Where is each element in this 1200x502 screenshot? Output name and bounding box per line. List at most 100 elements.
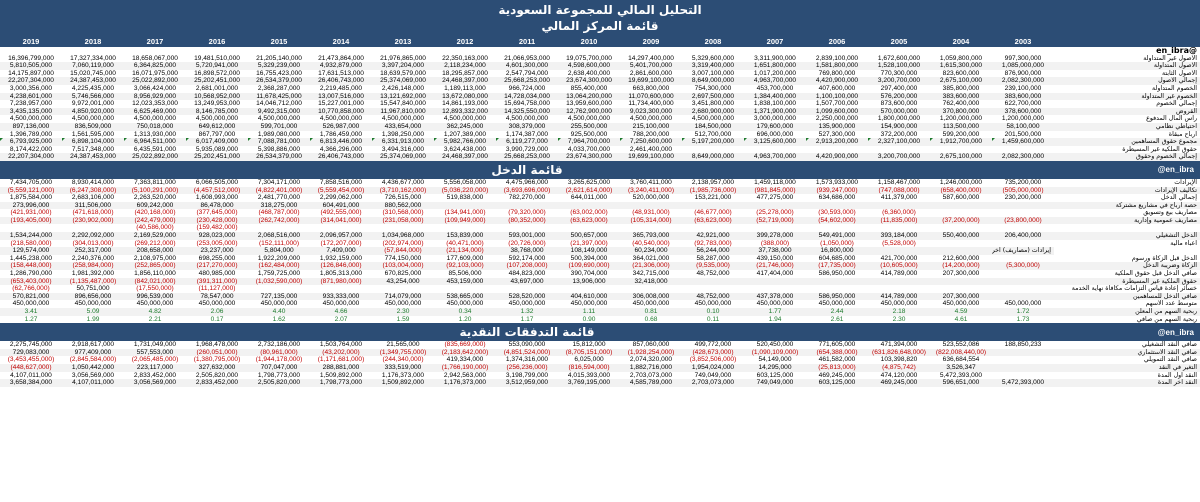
table-row: (193,405,000) (230,902,000) (242,479,000)(… (0, 216, 1200, 225)
table-cell: 726,515,000 (384, 194, 422, 202)
row-label: صافي النقد التمويلي (1143, 356, 1197, 364)
year-header: 2006 (806, 36, 868, 47)
row-label: إجمالي الخصوم وحقوق (1054, 153, 1200, 161)
table-cell: 7,964,700,000 (558, 138, 620, 146)
table-cell: 450,000,000 (1004, 300, 1042, 308)
table-cell: 649,612,000 (186, 122, 248, 131)
table-cell: (377,645,000) (196, 209, 238, 217)
table-cell: (37,200,000) (930, 216, 992, 225)
table-cell: (217,270,000) (186, 262, 248, 271)
table-cell: 10,770,858,000 (310, 107, 372, 116)
table-cell: 450,000,000 (136, 300, 174, 308)
table-cell: (5,559,121,000) (0, 186, 62, 195)
table-cell: 557,553,000 (124, 348, 186, 357)
table-cell: 6,025,000 (574, 356, 604, 364)
table-row: 5,810,505,000 7,060,119,000 6,364,825,000 5… (0, 62, 1200, 70)
table-cell: (310,568,000) (382, 209, 424, 217)
table-cell: 8,649,000,000 (682, 153, 744, 161)
table-cell: 770,300,000 (880, 69, 918, 77)
table-cell: 1,534,244,000 (0, 232, 62, 240)
table-cell: 603,125,000 (806, 379, 868, 387)
section-header: قائمة الدخل @en_ibra (0, 160, 1200, 179)
table-cell: 1,528,100,000 (868, 62, 930, 70)
report-header: التحليل المالي للمجموعة السعودية قائمة ا… (0, 0, 1200, 36)
table-cell: 207,300,000 (930, 292, 992, 301)
table-cell: 450,000,000 (508, 300, 546, 308)
table-cell: 14,861,193,000 (442, 100, 488, 108)
table-cell: 550,400,000 (930, 232, 992, 240)
table-cell: 393,184,000 (868, 232, 930, 240)
table-cell: 8,930,414,000 (71, 178, 115, 186)
table-cell: 9,972,001,000 (71, 100, 115, 108)
table-cell (868, 146, 930, 154)
table-cell: 729,083,000 (0, 348, 62, 357)
table-cell: (231,058,000) (372, 216, 434, 225)
table-cell: 4.82 (124, 308, 186, 316)
table-cell: 11,734,400,000 (628, 100, 674, 108)
table-cell: 6,364,825,000 (124, 62, 186, 70)
table-cell: 2,169,529,000 (124, 232, 186, 240)
table-cell: 4.59 (930, 308, 992, 316)
table-cell: 383,600,000 (992, 92, 1054, 101)
table-cell: 13,672,080,000 (434, 92, 496, 101)
table-cell: (5,036,220,000) (434, 186, 496, 195)
table-cell: 4,598,600,000 (558, 62, 620, 70)
table-cell: 288,881,000 (310, 363, 372, 372)
table-cell: 3,200,700,000 (868, 77, 930, 85)
table-cell: 5,472,393,000 (939, 371, 983, 379)
table-cell: 749,049,000 (744, 379, 806, 387)
table-cell: 6,793,925,000 (0, 138, 62, 146)
year-header: 2014 (310, 36, 372, 47)
row-label: إجمالي الخصوم (1156, 100, 1197, 108)
table-cell: 1.27 (24, 315, 38, 323)
table-cell: 644,011,000 (570, 194, 608, 202)
table-cell: 519,838,000 (446, 194, 484, 202)
table-cell: 754,300,000 (694, 84, 732, 92)
table-cell: 42,921,000 (682, 232, 744, 240)
table-cell: (152,111,000) (258, 239, 300, 247)
table-cell: (40,471,000) (446, 239, 484, 247)
table-cell: 2,680,900,000 (682, 107, 744, 116)
table-cell: (448,627,000) (0, 363, 62, 372)
table-cell: 570,000,000 (868, 107, 930, 116)
table-cell: 9,492,315,000 (248, 107, 310, 116)
table-cell: (747,088,000) (868, 186, 930, 195)
table-cell: (2,621,614,000) (558, 186, 620, 195)
table-cell: (54,602,000) (806, 216, 868, 225)
table-cell: 13,249,953,000 (194, 100, 240, 108)
table-cell: 698,255,000 (198, 254, 236, 262)
table-cell (558, 224, 620, 232)
table-cell: (11,127,000) (198, 285, 236, 293)
table-cell: 18,658,067,000 (132, 54, 178, 62)
table-cell: 1.77 (744, 308, 806, 316)
table-cell: 14,325,550,000 (496, 107, 558, 116)
table-cell: 390,704,000 (570, 270, 608, 278)
table-cell: 1,445,238,000 (9, 254, 53, 262)
table-cell: (30,593,000) (818, 209, 856, 217)
table-cell: 5,197,200,000 (682, 138, 744, 146)
year-header: 2011 (496, 36, 558, 47)
table-cell: (256,236,000) (496, 363, 558, 372)
table-cell: 1,672,600,000 (877, 54, 921, 62)
table-cell (992, 348, 1054, 357)
table-cell: 1.99 (86, 315, 100, 323)
table-cell: 2,918,617,000 (71, 341, 115, 349)
table-cell: 4,500,000,000 (381, 115, 425, 123)
table-cell (496, 224, 558, 232)
table-cell: 896,656,000 (62, 292, 124, 301)
table-cell: (5,300,000) (992, 262, 1054, 271)
table-cell: 1,100,100,000 (806, 92, 868, 101)
table-cell: 3,056,569,000 (71, 371, 115, 379)
table-cell: 22,350,163,000 (442, 54, 488, 62)
table-cell: 1,581,800,000 (806, 62, 868, 70)
table-cell (992, 372, 1054, 380)
table-cell: 15,694,758,000 (504, 100, 550, 108)
table-cell: 2,327,100,000 (868, 138, 930, 146)
table-cell: 1,050,442,000 (62, 363, 124, 372)
table-cell: 3,319,400,000 (682, 62, 744, 70)
table-cell: 5.09 (62, 308, 124, 316)
table-cell: 15,812,000 (572, 341, 606, 349)
table-cell: 2,683,106,000 (71, 194, 115, 202)
table-cell: 21,976,865,000 (380, 54, 426, 62)
table-cell: (1,050,000) (820, 239, 854, 247)
